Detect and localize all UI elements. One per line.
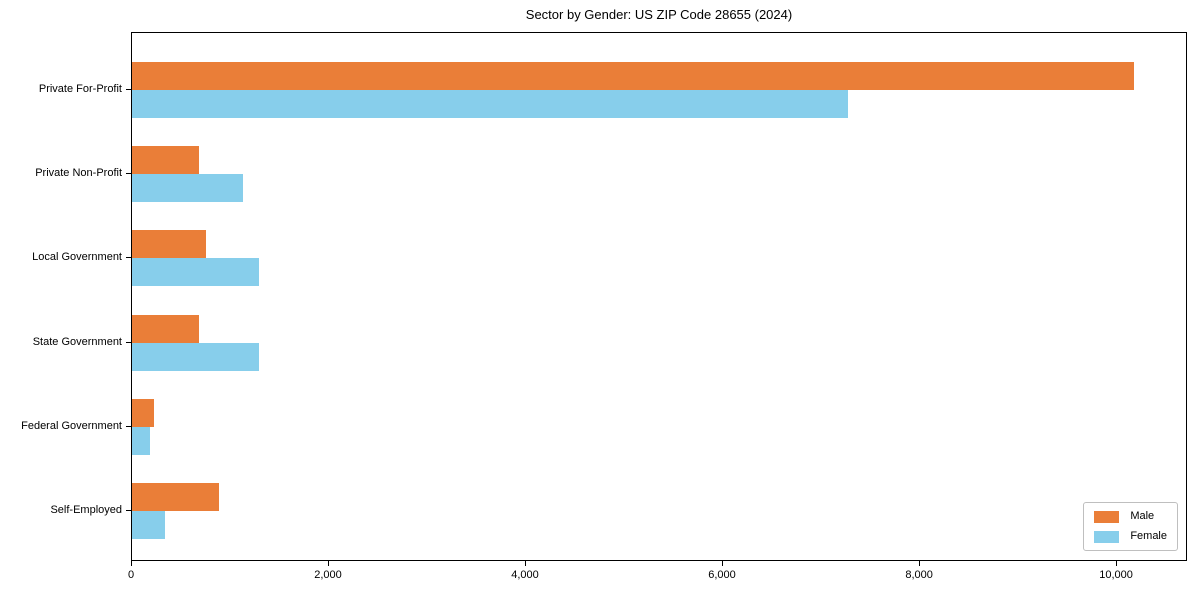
y-tick-label-private-non-profit: Private Non-Profit	[35, 167, 122, 180]
y-tick-label-state-government: State Government	[32, 335, 122, 348]
bar-state-government-male	[132, 314, 199, 343]
chart-title: Sector by Gender: US ZIP Code 28655 (202…	[525, 7, 793, 22]
y-tick-mark	[126, 173, 131, 175]
x-tick-label-6-000: 6,000	[708, 569, 736, 581]
x-tick-label-0: 0	[127, 569, 135, 581]
x-tick-mark	[722, 561, 723, 566]
y-tick-mark	[126, 510, 131, 511]
bar-local-government-male	[132, 230, 206, 259]
legend-label-male: Male	[1130, 510, 1155, 522]
bar-federal-government-female	[132, 426, 150, 455]
legend: Male Female	[1083, 502, 1178, 551]
x-tick-mark	[919, 561, 921, 566]
legend-item-male: Male	[1094, 510, 1167, 523]
x-tick-label-10-000: 10,000	[1099, 569, 1133, 581]
y-tick-mark	[126, 89, 131, 90]
x-tick-mark	[1116, 561, 1118, 566]
bar-state-government-female	[132, 342, 260, 371]
legend-label-female: Female	[1130, 530, 1167, 542]
bar-federal-government-male	[132, 398, 154, 427]
legend-item-female: Female	[1094, 530, 1167, 543]
bar-local-government-female	[132, 258, 260, 287]
bar-self-employed-female	[132, 511, 165, 539]
plot-area: Male Female	[131, 32, 1187, 561]
y-tick-mark	[126, 257, 131, 259]
y-tick-label-federal-government: Federal Government	[21, 419, 122, 432]
bar-private-non-profit-male	[132, 146, 199, 175]
x-tick-mark	[525, 561, 526, 566]
x-tick-mark	[131, 561, 132, 566]
x-tick-label-2-000: 2,000	[314, 569, 342, 581]
y-tick-mark	[126, 341, 131, 343]
x-tick-label-8-000: 8,000	[905, 569, 933, 581]
y-tick-label-self-employed: Self-Employed	[50, 504, 122, 516]
y-tick-mark	[126, 425, 131, 427]
bar-private-non-profit-female	[132, 174, 244, 203]
y-tick-label-private-for-profit: Private For-Profit	[38, 83, 122, 95]
legend-swatch-male	[1094, 510, 1120, 523]
legend-swatch-female	[1094, 530, 1120, 543]
bar-private-for-profit-female	[132, 90, 849, 118]
bar-private-for-profit-male	[132, 62, 1134, 90]
x-tick-mark	[328, 561, 329, 566]
x-tick-label-4-000: 4,000	[511, 569, 539, 581]
y-tick-label-local-government: Local Government	[32, 251, 122, 264]
bar-self-employed-male	[132, 483, 219, 511]
